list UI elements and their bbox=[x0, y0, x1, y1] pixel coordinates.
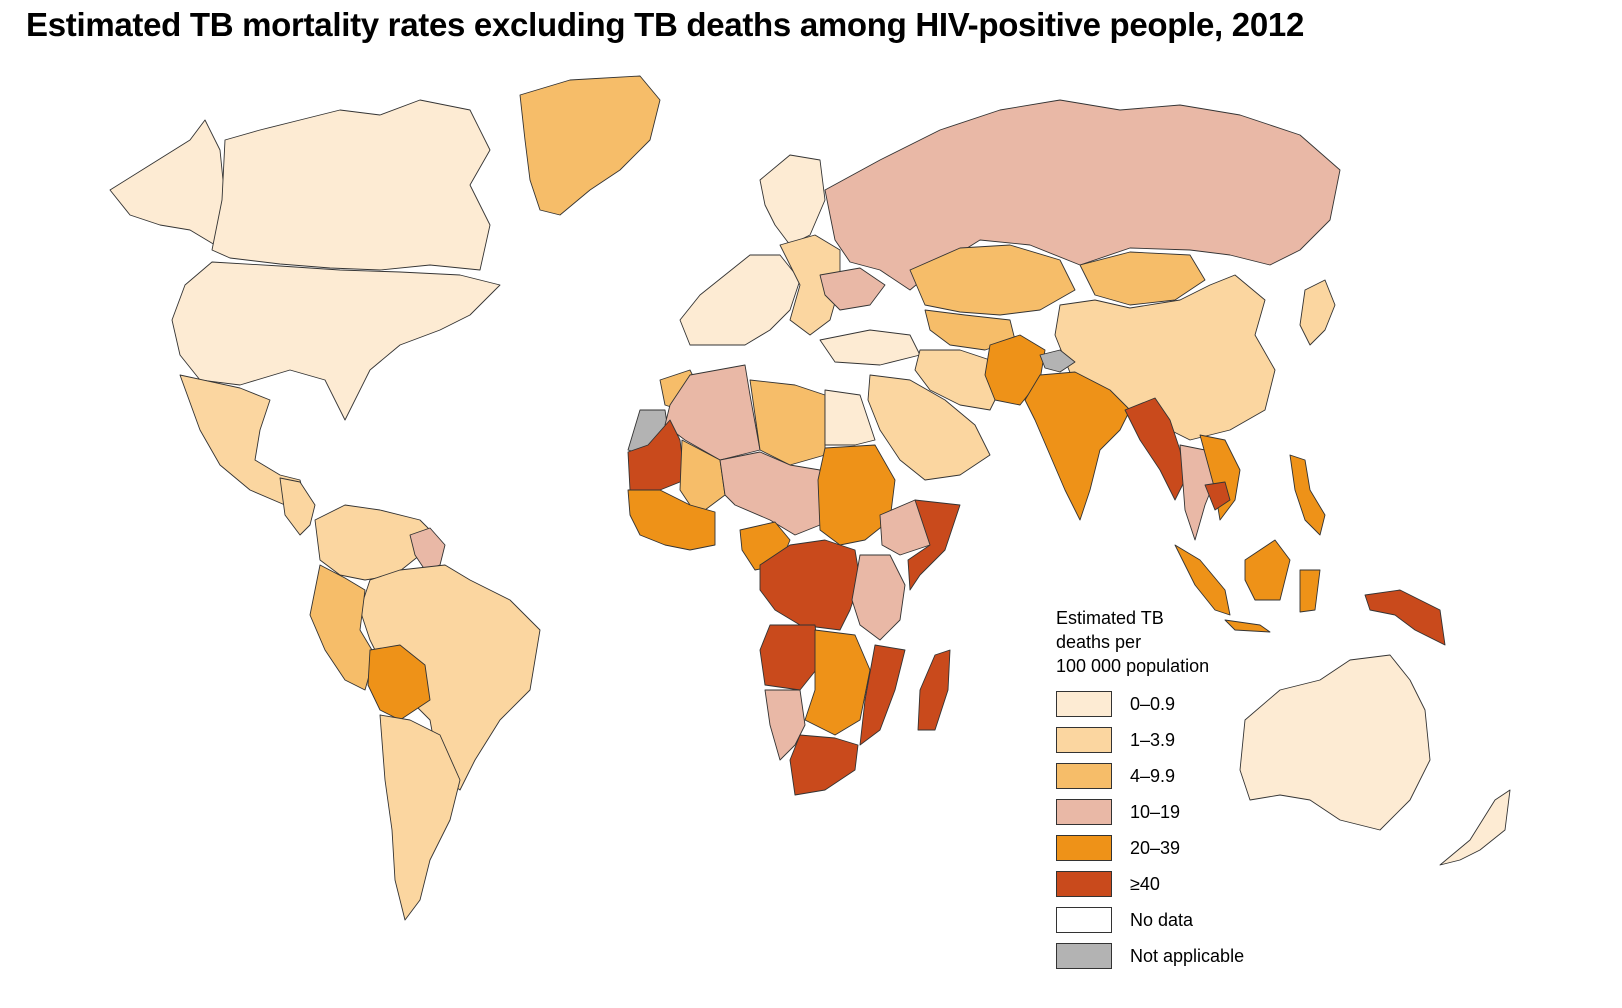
legend-swatch bbox=[1056, 835, 1112, 861]
region-niger-chad bbox=[719, 451, 821, 536]
region-korea-japan bbox=[1299, 279, 1336, 346]
region-western-europe bbox=[679, 254, 801, 346]
legend-title-line-3: 100 000 population bbox=[1056, 656, 1210, 676]
region-australia bbox=[1239, 654, 1431, 831]
region-south-africa bbox=[789, 734, 859, 796]
legend-label: Not applicable bbox=[1130, 945, 1245, 966]
legend-label: 20–39 bbox=[1130, 837, 1181, 858]
region-southern-cone bbox=[379, 714, 461, 921]
region-madagascar bbox=[917, 649, 951, 731]
legend-title-line-1: Estimated TB bbox=[1056, 608, 1164, 628]
region-kazakhstan bbox=[909, 244, 1076, 316]
region-egypt bbox=[824, 389, 876, 446]
region-west-africa bbox=[627, 489, 716, 551]
legend-item: Not applicable bbox=[1056, 938, 1244, 974]
region-arabia bbox=[867, 374, 991, 481]
legend-item: 4–9.9 bbox=[1056, 758, 1244, 794]
legend-item: 1–3.9 bbox=[1056, 722, 1244, 758]
legend-label: 4–9.9 bbox=[1130, 765, 1176, 786]
legend-swatch bbox=[1056, 727, 1112, 753]
legend-item: 0–0.9 bbox=[1056, 686, 1244, 722]
legend-label: No data bbox=[1130, 909, 1194, 930]
region-indonesia bbox=[1174, 539, 1321, 633]
region-ukraine bbox=[819, 267, 886, 311]
region-alaska bbox=[109, 119, 226, 246]
legend-swatch bbox=[1056, 871, 1112, 897]
region-mexico bbox=[179, 374, 306, 506]
region-bolivia bbox=[367, 644, 431, 721]
region-turkey bbox=[819, 329, 921, 366]
legend-label: 10–19 bbox=[1130, 801, 1181, 822]
legend-item: No data bbox=[1056, 902, 1244, 938]
region-peru bbox=[309, 564, 376, 691]
legend-item: ≥40 bbox=[1056, 866, 1244, 902]
region-greenland bbox=[519, 75, 661, 216]
region-iran bbox=[914, 349, 1001, 411]
legend-title-line-2: deaths per bbox=[1056, 632, 1142, 652]
region-new-zealand bbox=[1439, 789, 1511, 866]
region-somalia bbox=[907, 499, 961, 591]
region-angola bbox=[759, 624, 821, 691]
region-india bbox=[1024, 371, 1131, 521]
region-philippines bbox=[1289, 454, 1326, 536]
region-kashmir bbox=[1039, 349, 1076, 373]
region-mongolia bbox=[1079, 251, 1206, 306]
region-papua-new-guinea bbox=[1364, 589, 1446, 646]
legend-label: 0–0.9 bbox=[1130, 693, 1176, 714]
legend-label: ≥40 bbox=[1130, 873, 1160, 894]
region-cambodia bbox=[1204, 481, 1231, 511]
legend-swatch bbox=[1056, 799, 1112, 825]
region-east-africa bbox=[851, 554, 906, 641]
legend-item: 20–39 bbox=[1056, 830, 1244, 866]
region-central-america bbox=[279, 477, 316, 536]
legend-swatch bbox=[1056, 691, 1112, 717]
map-title: Estimated TB mortality rates excluding T… bbox=[26, 6, 1305, 43]
region-canada bbox=[211, 99, 491, 271]
legend-swatch bbox=[1056, 763, 1112, 789]
legend-title: Estimated TB deaths per 100 000 populati… bbox=[1056, 606, 1244, 678]
region-guyana bbox=[409, 527, 446, 571]
legend-label: 1–3.9 bbox=[1130, 729, 1176, 750]
region-central-africa bbox=[759, 539, 861, 631]
region-mozambique bbox=[859, 644, 906, 746]
region-scandinavia bbox=[759, 154, 826, 246]
region-usa bbox=[171, 261, 501, 421]
legend-swatch bbox=[1056, 907, 1112, 933]
region-zambia-zimbabwe bbox=[804, 629, 871, 736]
legend-swatch bbox=[1056, 943, 1112, 969]
region-sudan bbox=[817, 444, 896, 546]
legend-item: 10–19 bbox=[1056, 794, 1244, 830]
region-namibia bbox=[764, 689, 806, 761]
map-legend: Estimated TB deaths per 100 000 populati… bbox=[1056, 606, 1244, 974]
region-russia bbox=[824, 99, 1341, 291]
region-eastern-europe bbox=[779, 234, 841, 336]
